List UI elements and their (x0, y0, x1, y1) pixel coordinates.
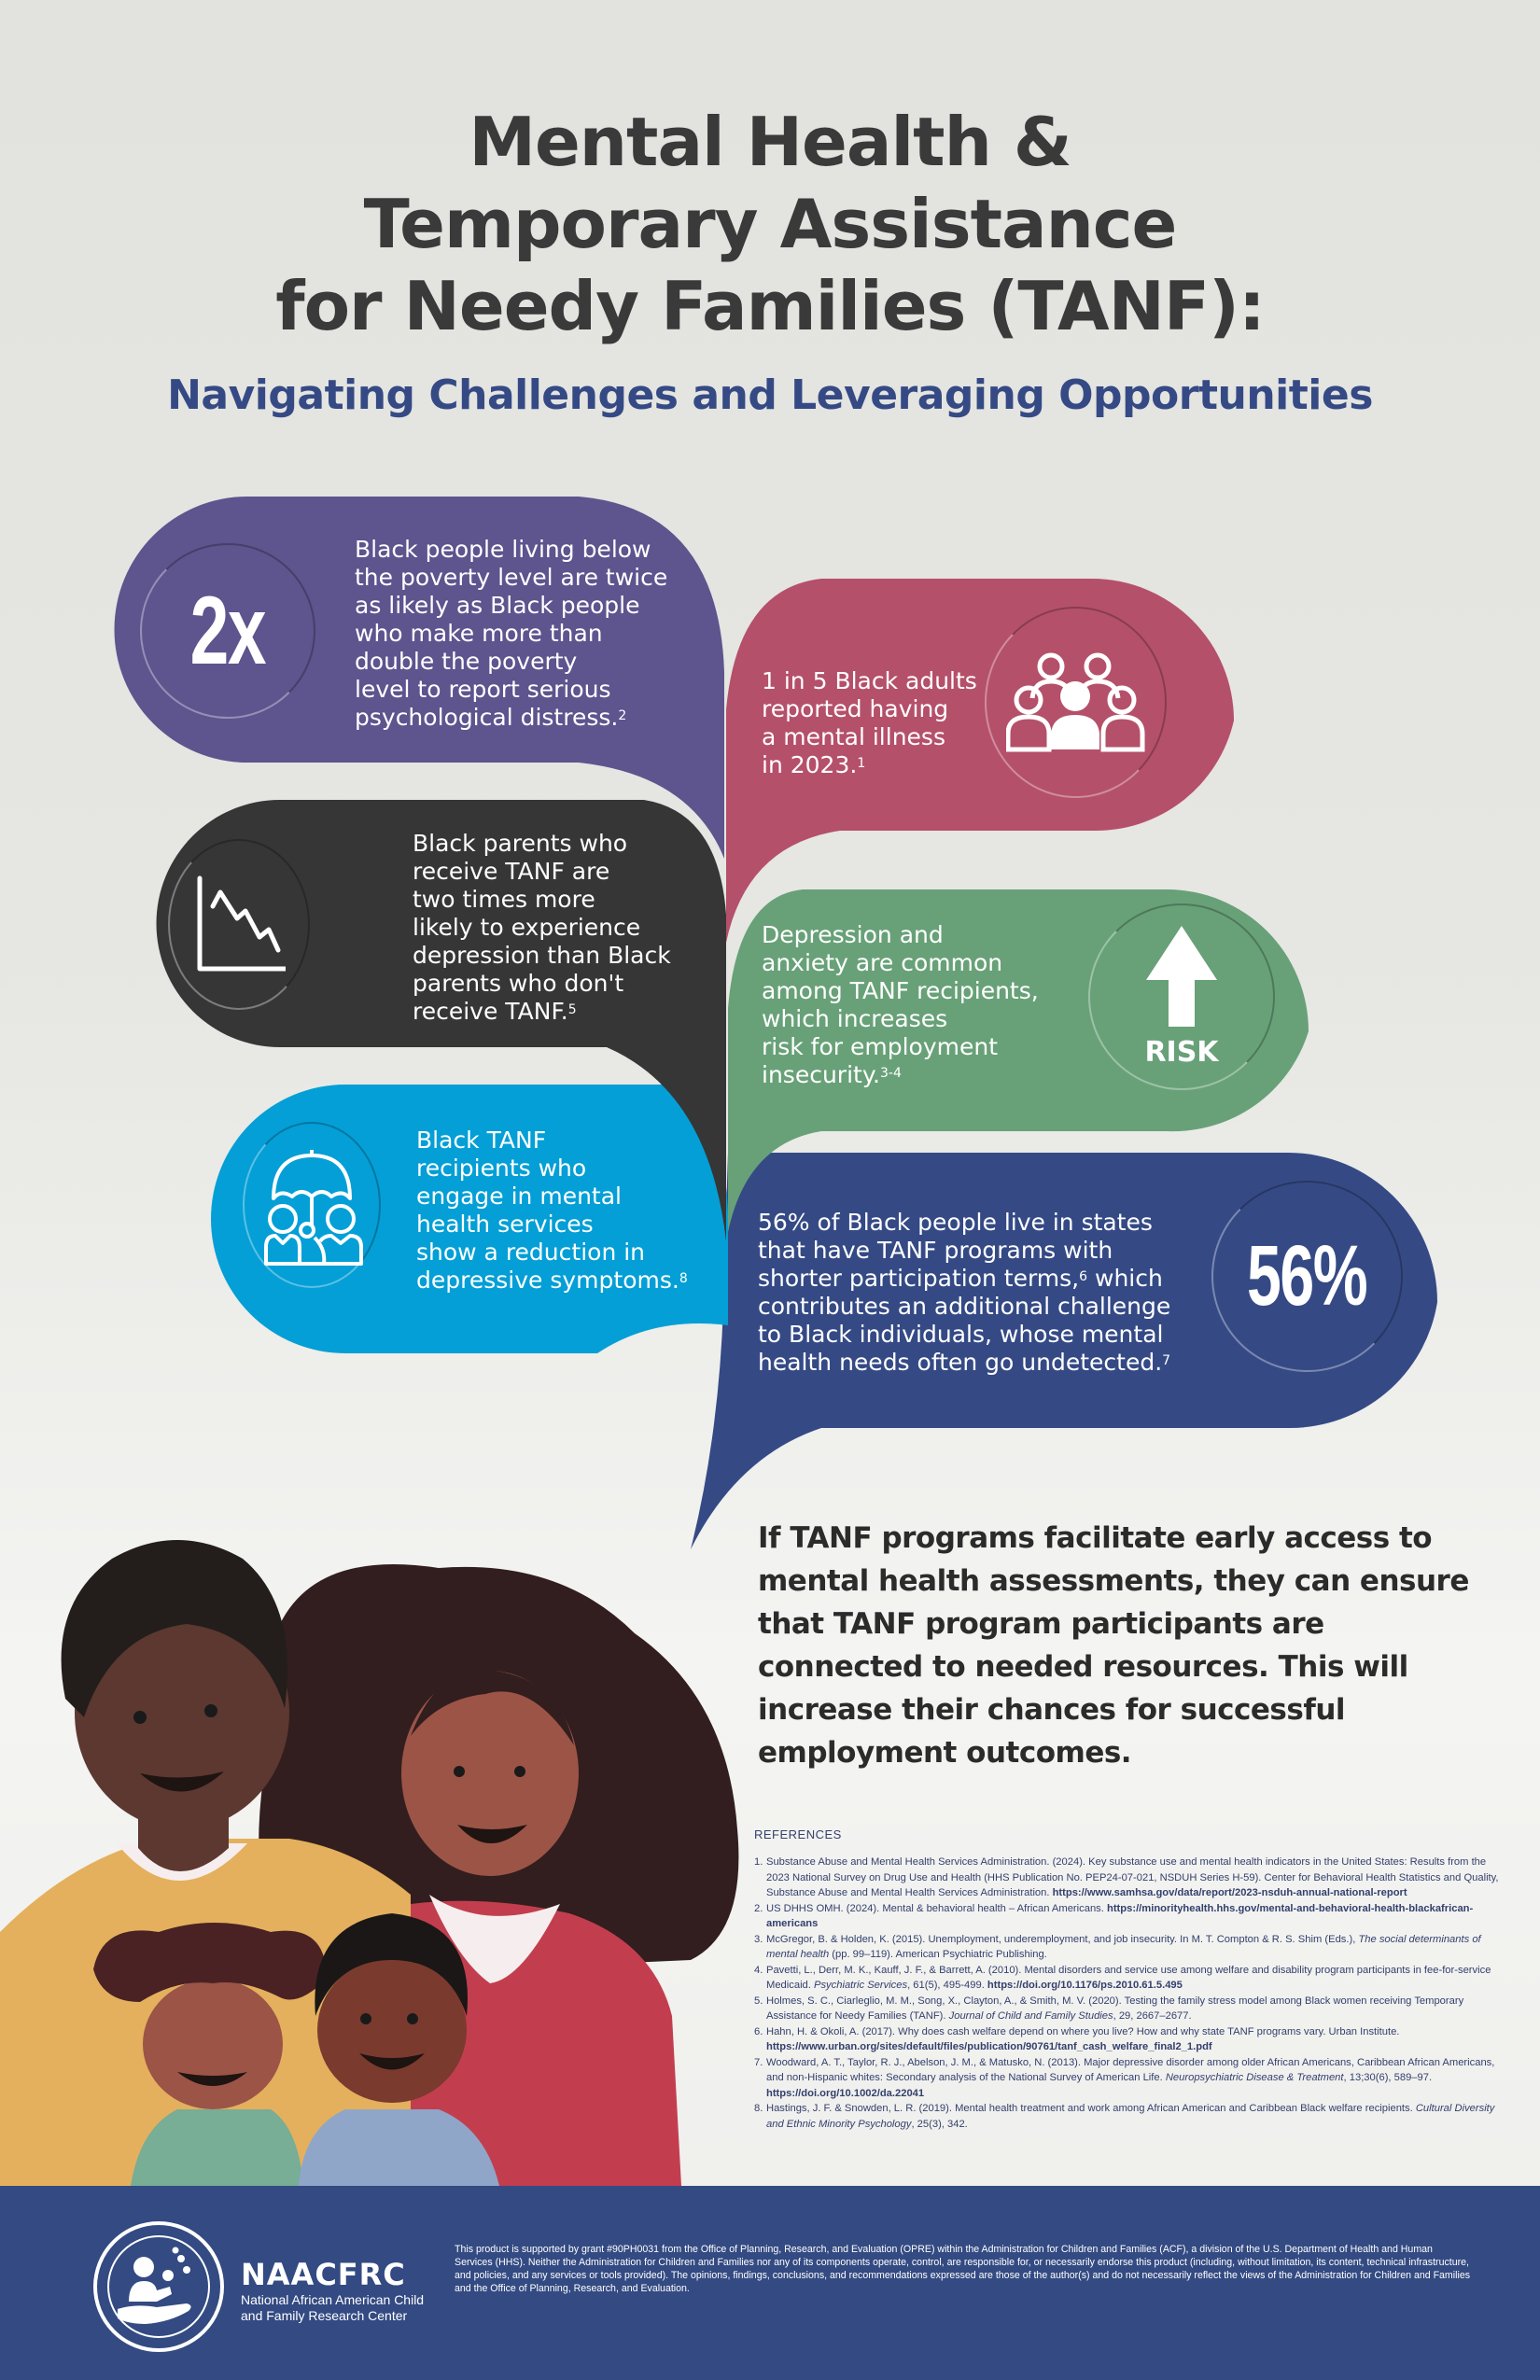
figure-circle: 56% (1211, 1181, 1403, 1372)
org-name: National African American Child and Fami… (241, 2292, 425, 2323)
reference-link[interactable]: https://minorityhealth.hhs.gov/mental-an… (766, 1902, 1474, 1930)
references-list: 1. Substance Abuse and Mental Health Serv… (754, 1855, 1501, 2132)
family-illustration (0, 1540, 739, 2186)
title-line-3: for Needy Families (TANF): (275, 267, 1265, 345)
man-hair (61, 1540, 287, 1717)
risk-label: RISK (1144, 1035, 1219, 1069)
org-acronym: NAACFRC (241, 2257, 406, 2292)
hand-holding-child-icon (107, 2235, 210, 2338)
reference-item: 2. US DHHS OMH. (2024). Mental & behavior… (754, 1902, 1474, 1930)
girl-dress (131, 2109, 303, 2186)
funding-disclaimer: This product is supported by grant #90PH… (455, 2244, 1471, 2294)
reference-link[interactable]: https://www.samhsa.gov/data/report/2023-… (1052, 1887, 1407, 1898)
reference-item: 6. Hahn, H. & Okoli, A. (2017). Why does … (754, 2025, 1400, 2053)
footer-bar (0, 2186, 1540, 2380)
stat-shorter-terms: 56% of Black people live in states that … (728, 1153, 1437, 1428)
figure-circle (243, 1122, 381, 1288)
title-line-1: Mental Health & (469, 103, 1071, 181)
footnote-ref: 3-4 (880, 1066, 902, 1081)
footnote-ref: 6 (1079, 1269, 1088, 1284)
woman-face (401, 1671, 579, 1876)
page-title: Mental Health & Temporary Assistance for… (0, 101, 1540, 347)
footnote-ref: 2 (618, 708, 627, 723)
stat-mental-health-services: Black TANF recipients who engage in ment… (211, 1085, 728, 1353)
2x-icon: 2x (189, 576, 267, 685)
boy-shirt (299, 2109, 499, 2186)
reference-item: 8. Hastings, J. F. & Snowden, L. R. (2019… (754, 2103, 1495, 2130)
stat-text: Depression and anxiety are common among … (762, 921, 1039, 1088)
boy-hair (315, 1913, 468, 2016)
figure-circle (985, 607, 1167, 798)
footnote-ref: 8 (679, 1271, 688, 1286)
reference-item: 3. McGregor, B. & Holden, K. (2015). Unem… (754, 1933, 1481, 1961)
figure-circle: RISK (1088, 903, 1275, 1090)
call-to-action: If TANF programs facilitate early access… (758, 1521, 1469, 1770)
56-percent-icon: 56% (1247, 1228, 1368, 1323)
girl-hair (93, 1923, 327, 2002)
stat-text: Black people living below the poverty le… (355, 536, 668, 731)
boy-face (317, 1957, 467, 2103)
naacfrc-logo (93, 2221, 224, 2352)
reference-item: 7. Woodward, A. T., Taylor, R. J., Abelso… (754, 2056, 1495, 2099)
umbrella-family-icon (264, 1150, 363, 1266)
reference-item: 5. Holmes, S. C., Ciarleglio, M. M., Song… (754, 1995, 1464, 2023)
figure-circle (168, 839, 310, 1010)
reference-link[interactable]: https://www.urban.org/sites/default/file… (766, 2041, 1212, 2052)
girl-face (143, 1979, 283, 2109)
footnote-ref: 1 (857, 756, 866, 771)
title-line-2: Temporary Assistance (363, 185, 1178, 263)
group-of-people-icon (1005, 652, 1144, 751)
stat-mental-illness: 1 in 5 Black adults reported having a me… (728, 579, 1237, 831)
stat-employment-risk: Depression and anxiety are common among … (728, 889, 1311, 1132)
stat-text: Black TANF recipients who engage in ment… (416, 1127, 688, 1294)
stat-poverty-distress: 2x Black people living below the poverty… (103, 497, 728, 763)
reference-item: 4. Pavetti, L., Derr, M. K., Kauff, J. F.… (754, 1964, 1491, 1992)
stat-text: 1 in 5 Black adults reported having a me… (762, 667, 977, 778)
footnote-ref: 5 (567, 1002, 577, 1017)
reference-link[interactable]: https://doi.org/10.1176/ps.2010.61.5.495 (987, 1980, 1183, 1991)
man-face (75, 1596, 289, 1829)
footnote-ref: 7 (1162, 1353, 1171, 1368)
figure-circle: 2x (140, 543, 315, 719)
declining-chart-icon (197, 875, 286, 971)
reference-item: 1. Substance Abuse and Mental Health Serv… (754, 1856, 1499, 1898)
stat-text: Black parents who receive TANF are two t… (413, 830, 671, 1025)
reference-link[interactable]: https://doi.org/10.1002/da.22041 (766, 2087, 925, 2099)
up-arrow-icon (1146, 925, 1217, 1027)
references-section: REFERENCES 1. Substance Abuse and Mental … (754, 1827, 1501, 2132)
stat-depression-parents: Black parents who receive TANF are two t… (157, 800, 726, 1047)
stat-text: 56% of Black people live in states that … (758, 1209, 1171, 1376)
page-subtitle: Navigating Challenges and Leveraging Opp… (167, 371, 1373, 419)
references-heading: REFERENCES (754, 1827, 842, 1841)
